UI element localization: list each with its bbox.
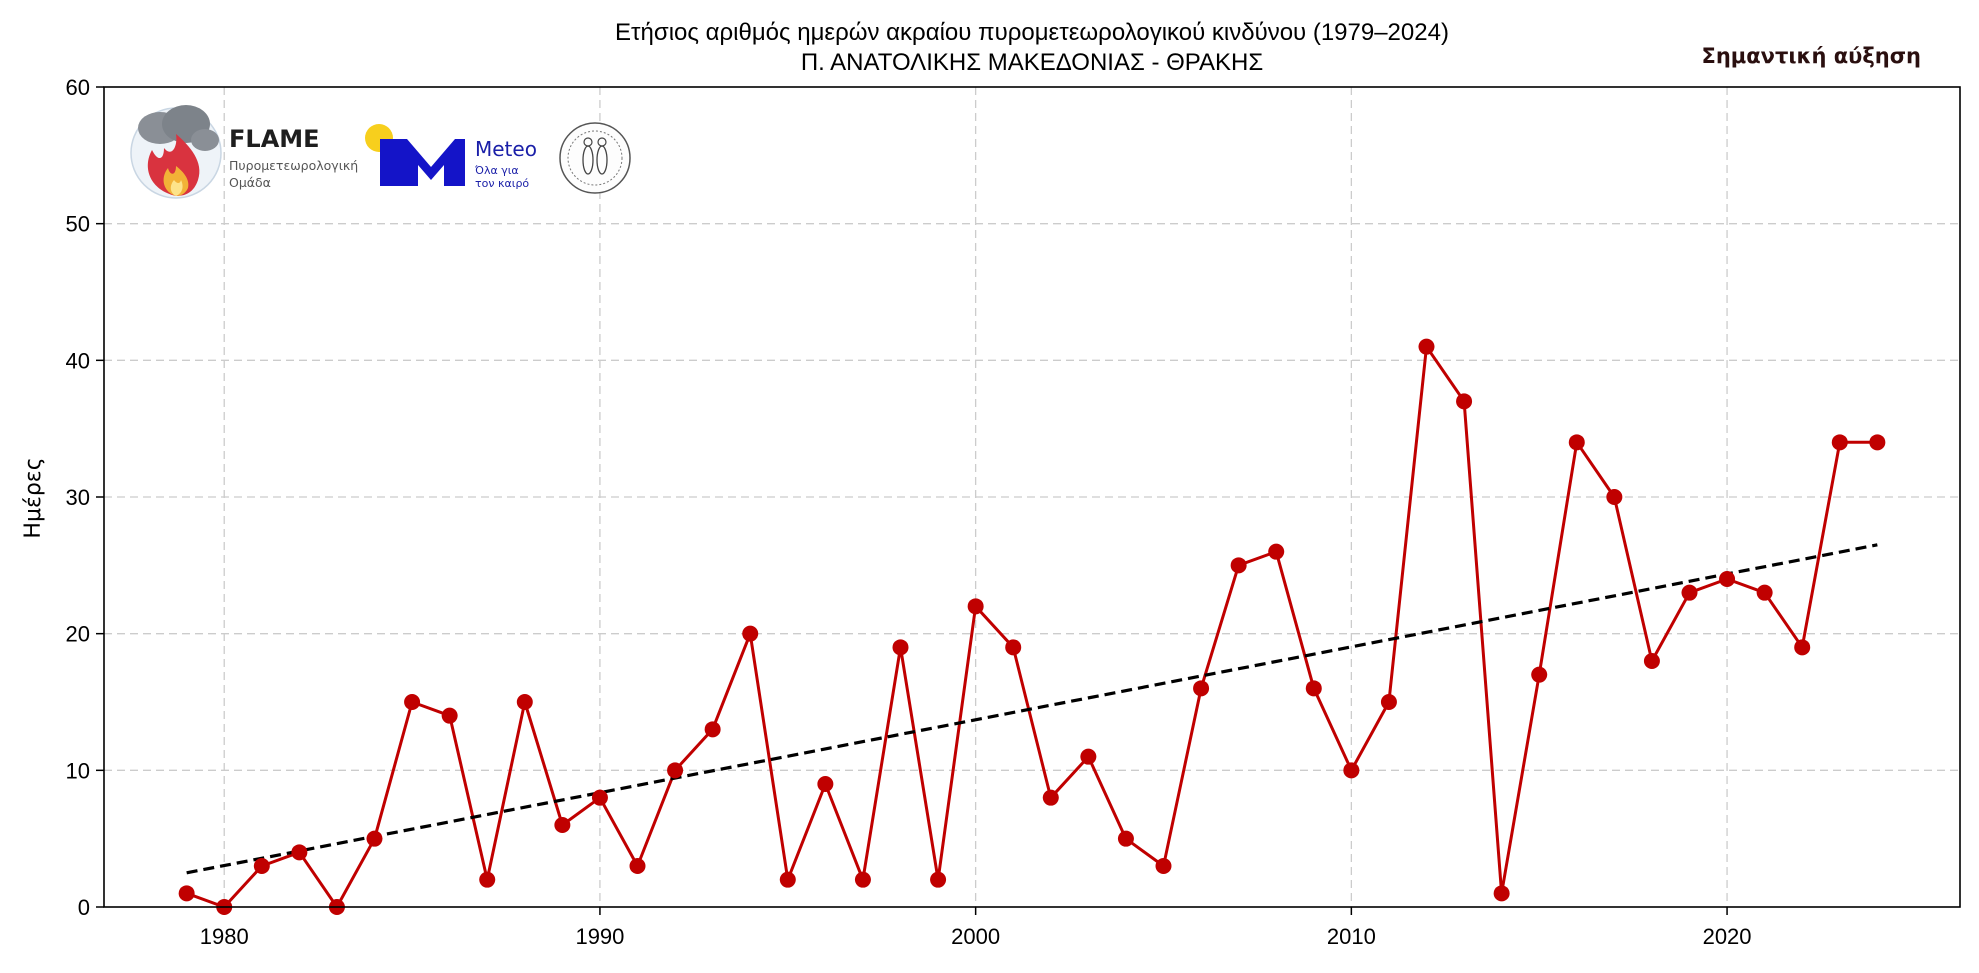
meteo-logo-line2: τον καιρό [475,177,529,190]
chart-subtitle: Π. ΑΝΑΤΟΛΙΚΗΣ ΜΑΚΕΔΟΝΙΑΣ - ΘΡΑΚΗΣ [801,49,1263,76]
meteo-logo-name: Meteo [475,137,537,161]
data-point [1230,557,1247,574]
series-line [186,345,1878,909]
data-point [1343,762,1360,779]
data-point [1493,885,1510,902]
data-point [779,871,796,888]
data-point [742,625,759,642]
data-point [629,858,646,874]
y-tick-label: 0 [78,895,90,920]
data-point [1794,639,1811,656]
data-point [253,858,270,874]
observatory-seal-icon [559,122,631,194]
data-point [291,844,308,861]
data-point [591,789,608,806]
flame-logo-line1: Πυρομετεωρολογική [229,158,358,173]
data-point [479,871,496,888]
data-point [854,871,871,888]
data-point [178,885,195,902]
plot-area [178,338,1886,915]
data-point [817,776,834,792]
x-tick-label: 2000 [951,924,1000,949]
y-tick-label: 60 [66,75,90,100]
data-point [1042,789,1059,806]
y-axis-label: Ημέρες [21,457,46,538]
data-point [1869,434,1886,451]
flame-logo-name: FLAME [229,125,320,153]
y-tick-label: 40 [66,348,90,373]
y-tick-label: 50 [66,212,90,237]
trend-annotation: Σημαντική αύξηση [1701,44,1921,68]
data-point [1568,434,1585,451]
data-point [1380,694,1397,710]
data-point [1080,748,1097,765]
chart-title: Ετήσιος αριθμός ημερών ακραίου πυρομετεω… [615,19,1449,46]
grid [104,87,1960,907]
y-tick-label: 20 [66,622,90,647]
data-point [1418,338,1435,355]
data-point [1606,489,1623,505]
x-tick-label: 1980 [200,924,249,949]
data-point [1155,858,1172,874]
x-tick-label: 2020 [1703,924,1752,949]
x-tick-label: 1990 [575,924,624,949]
data-point [1756,584,1773,601]
data-point [554,817,571,833]
data-point [704,721,721,738]
data-point [1643,653,1660,669]
flame-logo: FLAME Πυρομετεωρολογική Ομάδα [130,105,358,199]
data-point [1117,830,1134,847]
plot-frame [103,86,1961,908]
y-tick-label: 10 [66,758,90,783]
logos: FLAME Πυρομετεωρολογική Ομάδα Meteo Όλα … [130,105,631,199]
data-point [1305,680,1322,697]
data-point [1831,434,1848,451]
data-point [967,598,984,615]
ticks: 1980 1990 2000 2010 2020 0 10 20 30 40 50 60 [66,75,1752,949]
data-point [667,762,684,779]
trend-line [186,543,1878,875]
data-point [1531,666,1548,683]
data-point [1456,393,1473,410]
data-point [366,830,383,847]
data-point [1681,584,1698,601]
flame-logo-line2: Ομάδα [229,175,271,190]
meteo-logo-line1: Όλα για [474,164,519,177]
data-point [1193,680,1210,697]
meteo-logo: Meteo Όλα για τον καιρό [365,124,537,190]
data-point [1719,571,1736,587]
data-point [1268,543,1285,560]
y-tick-label: 30 [66,485,90,510]
data-point [1005,639,1022,656]
data-point [930,871,947,888]
data-point [516,694,533,710]
data-point [892,639,909,656]
x-tick-label: 2010 [1327,924,1376,949]
meteo-m-icon [380,139,465,186]
data-point [441,707,458,724]
data-point [404,694,421,710]
